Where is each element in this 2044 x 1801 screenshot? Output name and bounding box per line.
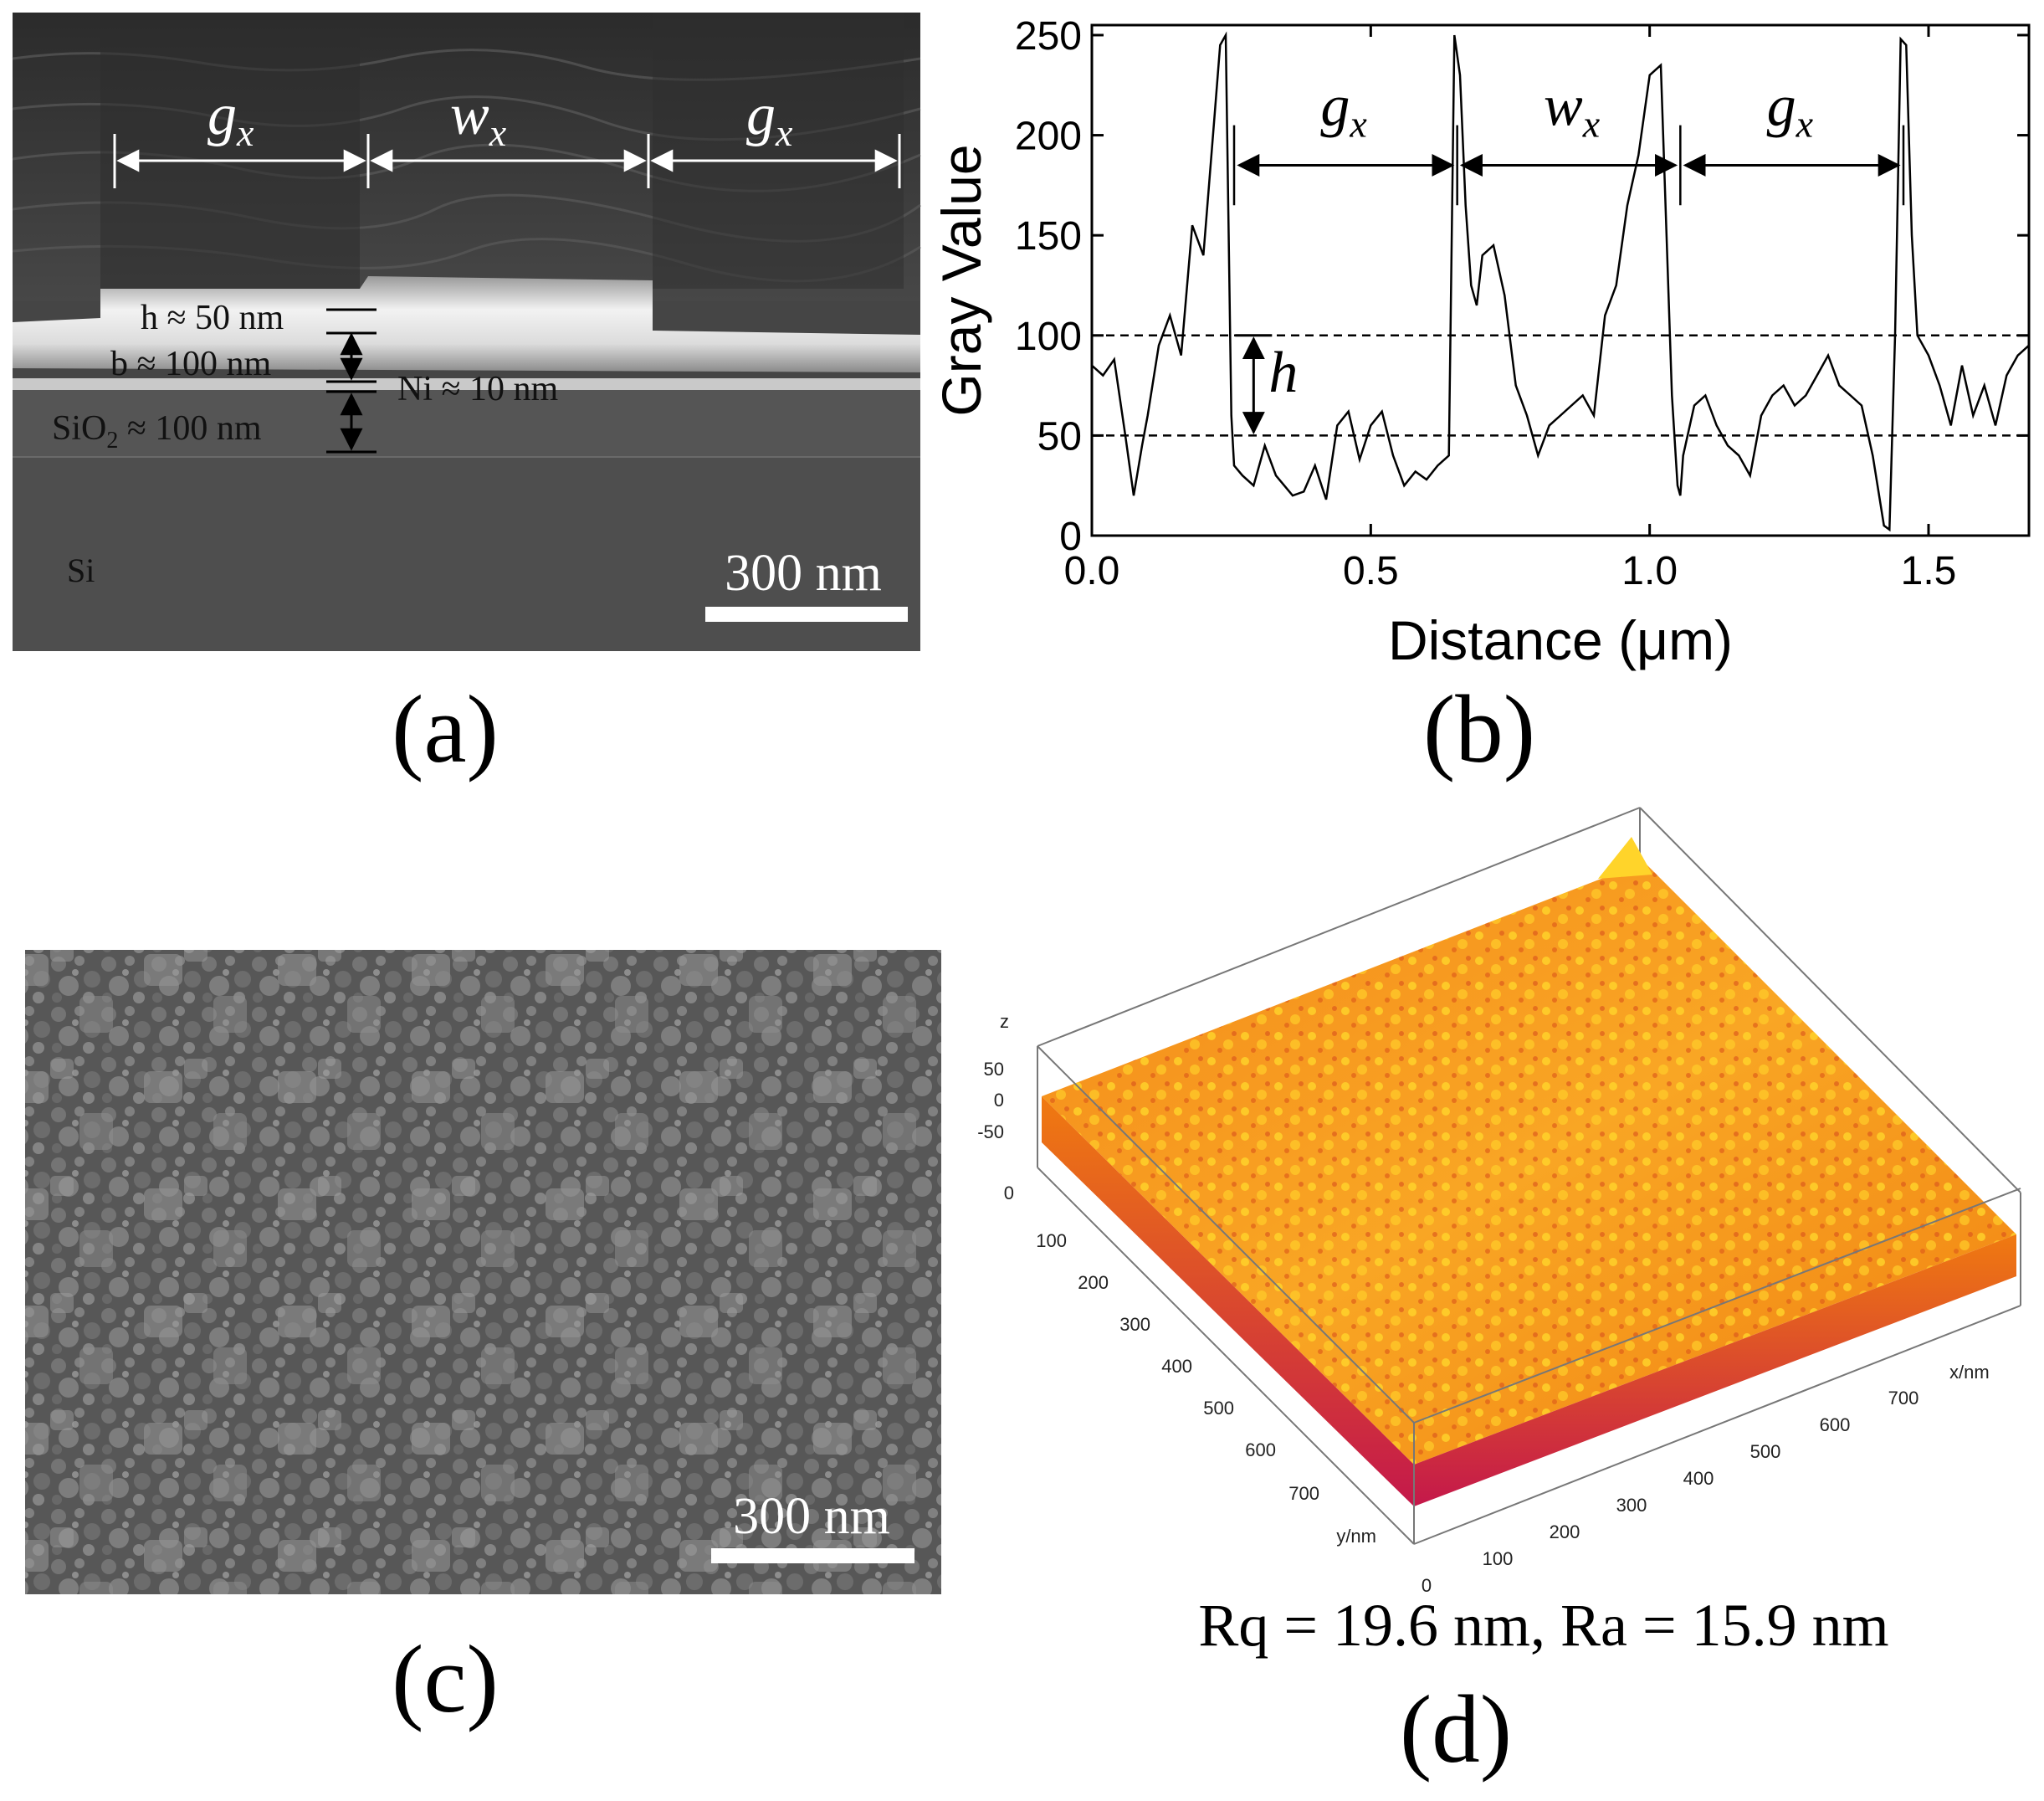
panel-a-layer-h: h ≈ 50 nm xyxy=(141,299,284,337)
panel-d-x-tick: 0 xyxy=(1422,1575,1432,1596)
panel-d-y-tick: 200 xyxy=(1078,1272,1109,1293)
panel-d-x-tick: 100 xyxy=(1483,1548,1514,1569)
chart-x-tick-label: 1.5 xyxy=(1901,549,1957,593)
panel-d-y-tick: 500 xyxy=(1203,1398,1234,1419)
panel-d-z-tick: 50 xyxy=(984,1059,1004,1080)
chart-ylabel: Gray Value xyxy=(930,144,992,416)
panel-a-label-g1: gx xyxy=(207,83,254,154)
panel-d-z-label: z xyxy=(1000,1011,1009,1032)
panel-d-x-tick: 600 xyxy=(1820,1414,1851,1435)
panel-a-layer-si: Si xyxy=(67,552,95,589)
panel-d-y-axis-label: y/nm xyxy=(1336,1526,1376,1547)
chart-annotation-label: wx xyxy=(1544,74,1601,146)
chart-y-tick-label: 50 xyxy=(1037,414,1082,459)
panel-c-sem-surface: 300 nm xyxy=(25,950,941,1594)
panel-a-scalebar xyxy=(705,607,908,622)
panel-b-plot-frame xyxy=(1090,23,2031,537)
panel-a-label-w: wx xyxy=(450,83,507,154)
surface-front-right xyxy=(1414,1234,2016,1506)
panel-d-label: (d) xyxy=(1400,1676,1512,1783)
panel-d-y-tick: 300 xyxy=(1119,1314,1150,1335)
panel-d-x-tick: 200 xyxy=(1550,1521,1580,1542)
chart-y-tick-label: 100 xyxy=(1015,315,1082,359)
chart-x-tick-label: 0.5 xyxy=(1343,549,1399,593)
chart-x-tick-label: 1.0 xyxy=(1621,549,1678,593)
panel-d-z-tick: -50 xyxy=(977,1121,1004,1142)
panel-a-scalebar-label: 300 nm xyxy=(725,545,882,602)
panel-a-layer-sio2: SiO2 ≈ 100 nm xyxy=(52,409,262,454)
panel-d-x-axis-label: x/nm xyxy=(1949,1362,1990,1383)
panel-d-y-tick: 100 xyxy=(1036,1230,1067,1251)
surface-front-left xyxy=(1042,1096,1414,1506)
panel-a-layer-b: b ≈ 100 nm xyxy=(110,345,272,383)
panel-d-y-tick: 700 xyxy=(1288,1483,1319,1504)
panel-b-chart: 0.0 0.5 1.0 1.5 0 50 100 150 200 250 gx wx gx h Dist… xyxy=(930,14,2031,671)
chart-y-tick-label: 200 xyxy=(1015,115,1082,159)
panel-a-label-g2: gx xyxy=(746,83,793,154)
panel-d-x-tick: 700 xyxy=(1888,1388,1919,1408)
panel-d-z-tick: 0 xyxy=(994,1090,1004,1111)
chart-y-tick-label: 0 xyxy=(1059,515,1082,559)
panel-a-layer-ni: Ni ≈ 10 nm xyxy=(397,370,559,408)
chart-y-tick-label: 150 xyxy=(1015,214,1082,259)
panel-c-label: (c) xyxy=(392,1626,499,1732)
panel-d-x-tick: 400 xyxy=(1683,1468,1714,1489)
panel-d-x-tick: 500 xyxy=(1750,1441,1781,1462)
chart-series-line xyxy=(1091,31,2030,532)
panel-d-y-tick: 400 xyxy=(1161,1356,1192,1377)
panel-b-label: (b) xyxy=(1423,676,1535,782)
panel-d-y-tick: 0 xyxy=(1004,1183,1014,1203)
panel-a-dimension-arrows xyxy=(113,134,901,188)
chart-xlabel: Distance (μm) xyxy=(1388,609,1733,671)
chart-y-tick-label: 250 xyxy=(1015,14,1082,59)
chart-x-tick-label: 0.0 xyxy=(1064,549,1120,593)
panel-c-scalebar xyxy=(711,1548,914,1563)
panel-d-roughness: Rq = 19.6 nm, Ra = 15.9 nm xyxy=(1198,1592,1888,1659)
panel-d-y-tick: 600 xyxy=(1245,1439,1276,1460)
chart-annotation-h-label: h xyxy=(1268,341,1298,405)
panel-a-label: (a) xyxy=(392,676,499,782)
panel-a-layer-markers xyxy=(326,308,377,454)
panel-d-afm-3d-surface: z 50 0 -50 0 100 200 300 400 500 600 700… xyxy=(977,807,2021,1659)
chart-annotation-label: gx xyxy=(1767,74,1814,146)
panel-d-x-tick: 300 xyxy=(1616,1495,1647,1516)
panel-c-scalebar-label: 300 nm xyxy=(733,1488,890,1545)
chart-annotation-label: gx xyxy=(1320,74,1367,146)
panel-a-sem-cross-section: gx wx gx h ≈ 50 nm b ≈ 100 nm Ni ≈ 10 nm… xyxy=(12,13,921,651)
